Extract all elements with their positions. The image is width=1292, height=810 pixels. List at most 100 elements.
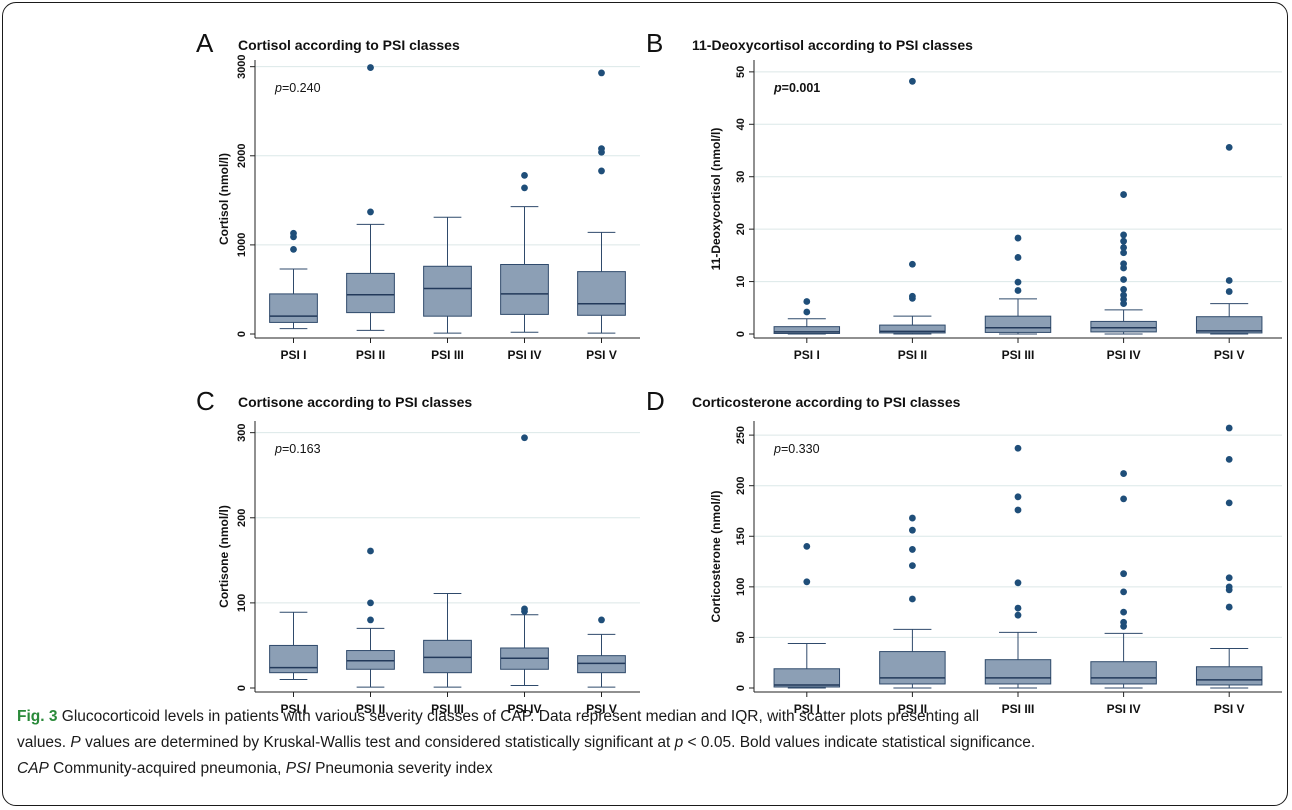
panel-letter: B — [646, 28, 663, 58]
caption-text-3a: Community-acquired pneumonia, — [48, 760, 286, 777]
chart-panel-d: D Corticosterone according to PSI classes… — [646, 386, 1282, 716]
outlier-point — [1014, 278, 1022, 286]
caption-italic-P: P — [70, 734, 81, 751]
outlier-point — [1120, 191, 1127, 198]
box-group — [773, 298, 841, 335]
caption-line-3: CAP Community-acquired pneumonia, PSI Pn… — [17, 756, 1279, 782]
y-tick-label: 0 — [735, 685, 747, 691]
p-value-number: =0.330 — [781, 442, 820, 456]
box-group — [500, 434, 549, 686]
x-tick-label: PSI IV — [507, 702, 541, 716]
x-tick-label: PSI III — [1002, 348, 1035, 362]
x-tick-label: PSI IV — [1107, 348, 1141, 362]
iqr-box — [879, 324, 946, 334]
outlier-point — [1120, 286, 1127, 293]
iqr-box — [423, 265, 472, 317]
p-value-label: p=0.001 — [773, 81, 820, 95]
y-tick-label: 3000 — [236, 54, 248, 78]
outlier-point — [521, 434, 528, 442]
outlier-point — [1225, 277, 1233, 284]
box-group — [346, 547, 395, 688]
outlier-point — [1225, 143, 1233, 151]
chart-panel-b: B 11-Deoxycortisol according to PSI class… — [646, 28, 1282, 362]
panel-title: Cortisone according to PSI classes — [238, 394, 472, 410]
p-value-symbol: p — [274, 442, 282, 456]
x-tick-label: PSI IV — [1107, 702, 1141, 716]
y-tick-label: 50 — [735, 66, 747, 78]
x-tick-label: PSI V — [1214, 702, 1245, 716]
y-tick-label: 1000 — [236, 233, 248, 257]
y-tick-label: 30 — [735, 171, 747, 183]
caption-line-2: values. P values are determined by Krusk… — [17, 730, 1279, 756]
box-group — [500, 171, 549, 333]
outlier-point — [290, 229, 297, 237]
iqr-box — [500, 263, 549, 315]
outlier-point — [598, 145, 605, 153]
p-value-label: p=0.330 — [773, 442, 820, 456]
x-tick-label: PSI I — [794, 702, 820, 716]
panel-c: C Cortisone according to PSI classes 0 100 2… — [0, 360, 646, 716]
x-tick-label: PSI V — [586, 348, 617, 362]
iqr-box — [269, 293, 318, 323]
p-value-label: p=0.163 — [274, 442, 321, 456]
outlier-point — [909, 595, 916, 603]
y-tick-label: 0 — [236, 331, 248, 337]
outlier-point — [1225, 574, 1233, 582]
outlier-point — [1120, 291, 1127, 299]
x-tick-label: PSI II — [356, 702, 385, 716]
outlier-point — [1225, 583, 1233, 591]
outlier-point — [1120, 618, 1127, 626]
outlier-point — [1014, 287, 1022, 294]
x-tick-label: PSI I — [280, 348, 306, 362]
outlier-point — [1120, 276, 1127, 283]
outlier-point — [803, 578, 811, 586]
outlier-point — [290, 245, 297, 253]
caption-text-3b: Pneumonia severity index — [310, 760, 493, 777]
outlier-point — [598, 69, 605, 77]
iqr-box — [1090, 661, 1157, 685]
p-value-symbol: p — [773, 81, 782, 95]
y-tick-label: 100 — [735, 578, 747, 596]
box-group — [269, 611, 318, 680]
y-tick-label: 300 — [236, 423, 248, 441]
outlier-point — [1120, 570, 1127, 578]
outlier-point — [1225, 455, 1233, 463]
iqr-box — [423, 639, 472, 674]
x-tick-label: PSI V — [1214, 348, 1245, 362]
iqr-box — [577, 655, 626, 674]
outlier-point — [1014, 611, 1022, 619]
caption-italic-psi: PSI — [285, 760, 311, 777]
outlier-point — [367, 599, 374, 607]
panel-letter: D — [646, 386, 665, 416]
outlier-point — [803, 308, 811, 316]
caption-text-2a: values. — [17, 734, 71, 751]
outlier-point — [909, 260, 916, 268]
outlier-point — [1225, 603, 1233, 611]
iqr-box — [577, 271, 626, 316]
y-tick-label: 250 — [735, 426, 747, 444]
panel-title: 11-Deoxycortisol according to PSI classe… — [692, 37, 973, 53]
box-group — [423, 216, 472, 334]
outlier-point — [1014, 493, 1022, 501]
box-group — [1195, 424, 1263, 689]
y-tick-label: 50 — [735, 631, 747, 643]
outlier-point — [1120, 260, 1127, 268]
y-tick-label: 150 — [735, 527, 747, 545]
caption-text-2b: values are determined by Kruskal-Wallis … — [80, 734, 675, 751]
box-group — [773, 542, 841, 689]
y-tick-label: 2000 — [236, 144, 248, 168]
y-axis-label: Cortisol (nmol/l) — [217, 153, 231, 245]
iqr-box — [773, 668, 841, 688]
p-value-label: p=0.240 — [274, 81, 321, 95]
outlier-point — [1014, 254, 1022, 261]
outlier-point — [803, 298, 811, 305]
p-value-number: =0.240 — [282, 81, 321, 95]
outlier-point — [909, 562, 916, 570]
outlier-point — [1225, 424, 1233, 432]
y-tick-label: 40 — [735, 118, 747, 130]
x-tick-label: PSI I — [280, 702, 306, 716]
p-value-symbol: p — [773, 442, 781, 456]
x-tick-label: PSI III — [1002, 702, 1035, 716]
outlier-point — [1120, 608, 1127, 616]
